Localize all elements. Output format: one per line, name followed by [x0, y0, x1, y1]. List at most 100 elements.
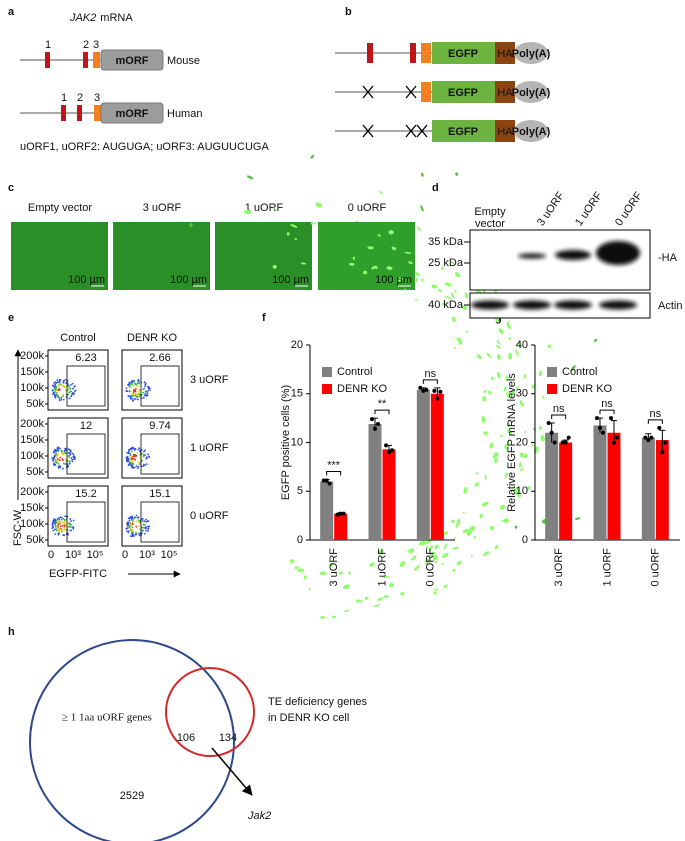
cell-signal: [433, 588, 439, 591]
ha-box: [495, 120, 515, 142]
flow-event: [58, 528, 60, 531]
flow-event: [137, 521, 140, 524]
egfp-box: [432, 120, 495, 142]
flow-event: [68, 385, 70, 388]
flow-event: [134, 398, 137, 400]
flow-event: [59, 456, 62, 459]
venn-te: [165, 667, 255, 757]
replicate-point: [552, 440, 557, 445]
gate: [140, 365, 180, 407]
row-label: 0 uORF: [190, 510, 229, 522]
flow-event: [57, 467, 60, 469]
flow-event: [138, 524, 141, 527]
flow-event: [60, 452, 63, 454]
flow-event: [131, 446, 133, 449]
cell-signal: [454, 272, 461, 278]
flow-event: [71, 526, 73, 528]
flow-event: [67, 465, 70, 468]
cell-signal: [396, 279, 403, 283]
cell-signal: [494, 457, 498, 464]
x-tick-label: 10⁵: [161, 549, 178, 561]
flow-event: [58, 465, 61, 467]
replicate-point: [390, 448, 394, 453]
cell-signal: [524, 430, 527, 434]
flow-event: [51, 389, 54, 392]
flow-event: [63, 525, 66, 528]
cell-signal: [474, 482, 480, 487]
cell-signal: [510, 487, 514, 490]
flow-event: [141, 518, 144, 520]
cell-signal: [482, 551, 490, 557]
bar: [607, 432, 621, 540]
flow-event: [130, 382, 132, 385]
cell-signal: [509, 431, 513, 435]
flow-event: [129, 452, 131, 455]
flow-event: [134, 383, 137, 386]
flow-event: [131, 462, 134, 465]
y-tick-label: 200k: [20, 486, 44, 498]
flow-event: [53, 390, 56, 393]
flow-event: [133, 466, 136, 469]
flow-event: [134, 390, 137, 393]
blot-band: [471, 300, 509, 310]
flow-event: [54, 459, 57, 461]
replicate-point: [660, 450, 665, 455]
flow-event: [61, 384, 64, 387]
flow-event: [135, 395, 138, 398]
flow-event: [59, 383, 62, 386]
cell-signal: [331, 615, 337, 619]
band-label: Actin: [658, 300, 682, 312]
egfp-label: EGFP: [448, 126, 478, 138]
flow-event: [53, 387, 56, 390]
flow-event: [60, 518, 63, 521]
cell-signal: [486, 352, 492, 359]
species-label: Human: [167, 108, 202, 120]
flow-event: [132, 379, 135, 382]
flow-event: [58, 530, 61, 532]
cell-signal: [517, 493, 522, 498]
cell-signal: [515, 349, 519, 357]
cell-signal: [515, 386, 519, 389]
flow-event: [64, 458, 67, 461]
y-tick-label: 100k: [20, 518, 44, 530]
flow-event: [59, 522, 61, 525]
cell-signal: [319, 571, 327, 575]
flow-event: [62, 395, 64, 398]
microscopy-image: [113, 222, 210, 290]
cell-signal: [494, 545, 499, 550]
cell-signal: [503, 518, 510, 523]
band-label: -HA: [658, 252, 678, 264]
mutation-x: [362, 85, 374, 99]
flow-event: [63, 524, 66, 527]
legend-label: DENR KO: [562, 383, 613, 395]
flow-event: [138, 447, 141, 450]
y-tick-label: 5: [297, 485, 303, 497]
cell-signal: [348, 571, 351, 576]
replicate-point: [373, 426, 377, 431]
flow-event: [147, 527, 150, 530]
flow-event: [141, 459, 143, 462]
flow-event: [69, 390, 72, 393]
cell-signal: [540, 434, 545, 442]
cell-signal: [329, 562, 334, 568]
microscopy-image: [318, 222, 415, 290]
flow-event: [131, 519, 133, 521]
cell-signal: [408, 261, 413, 265]
cell-signal: [507, 325, 511, 329]
flow-event: [144, 449, 146, 452]
cell-signal: [507, 428, 510, 434]
cell-signal: [388, 230, 394, 235]
flow-event: [56, 381, 59, 384]
image-label: 3 uORF: [143, 202, 182, 214]
flow-event: [62, 380, 65, 382]
gate-percentage: 2.66: [149, 352, 170, 364]
flow-event: [126, 451, 128, 454]
cell-signal: [410, 555, 417, 561]
flow-event: [53, 385, 56, 388]
cell-signal: [507, 422, 510, 427]
legend-label: Control: [337, 366, 372, 378]
cell-signal: [451, 519, 455, 524]
flow-event: [144, 454, 146, 457]
flow-event: [60, 449, 63, 452]
uorf-number: 1: [45, 39, 51, 51]
